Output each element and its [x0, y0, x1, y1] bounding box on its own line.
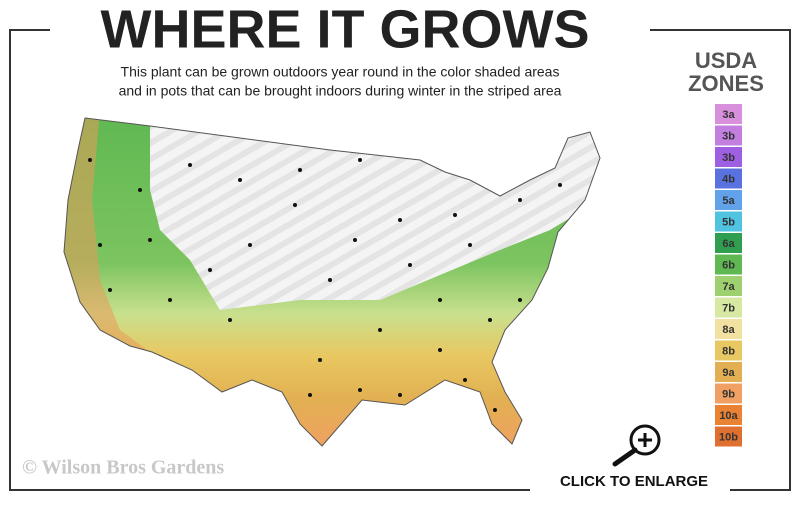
zone-label: 10a: [719, 410, 738, 422]
legend-title: USDA: [695, 48, 757, 73]
zone-label: 7a: [722, 281, 735, 293]
action-backing: [530, 478, 730, 498]
zone-label: 8b: [722, 345, 735, 357]
zone-label: 9a: [722, 367, 735, 379]
copyright: © Wilson Bros Gardens: [22, 457, 224, 479]
zone-label: 5b: [722, 216, 735, 228]
zone-swatch: [715, 125, 742, 146]
subtitle: This plant can be grown outdoors year ro…: [121, 64, 560, 80]
zone-label: 8a: [722, 324, 735, 336]
zone-label: 3b: [722, 130, 735, 142]
zone-swatch: [715, 319, 742, 339]
magnifier-handle: [612, 447, 638, 467]
title: WHERE IT GROWS: [101, 0, 590, 59]
zone-swatch: [715, 362, 742, 382]
zone-swatch: [715, 340, 742, 361]
zone-label: 10b: [719, 431, 738, 443]
zone-swatch: [715, 405, 742, 425]
zone-label: 9b: [722, 388, 735, 400]
zone-swatch: [715, 297, 742, 318]
action-label: CLICK TO ENLARGE: [560, 473, 708, 490]
zone-swatch: [715, 233, 742, 253]
legend: USDA ZONES 3a 3b 3b 4b 5a 5b 6a 6b 7a 7b 8a 8b 9a 9b 1…: [688, 48, 764, 447]
click-to-enlarge[interactable]: CLICK TO ENLARGE: [560, 424, 708, 490]
zone-swatch: [715, 254, 742, 275]
zone-label: 4b: [722, 173, 735, 185]
subtitle: and in pots that can be brought indoors …: [119, 83, 562, 99]
zone-label: 3a: [722, 109, 735, 121]
zone-swatch: [715, 190, 742, 210]
zone-label: 7b: [722, 302, 735, 314]
zone-swatch: [715, 426, 742, 447]
zone-swatch: [715, 383, 742, 404]
zone-label: 6a: [722, 238, 735, 250]
zone-swatch: [715, 211, 742, 232]
zone-swatch: [715, 147, 742, 167]
us-map: [63, 117, 601, 447]
zone-label: 3b: [722, 152, 735, 164]
zone-swatch: [715, 276, 742, 296]
plus-sign: [638, 433, 652, 447]
legend-title: ZONES: [688, 71, 764, 96]
zone-swatch: [715, 104, 742, 124]
title-backing: [50, 20, 650, 50]
zone-label: 5a: [722, 195, 735, 207]
zone-label: 6b: [722, 259, 735, 271]
zone-swatch: [715, 168, 742, 189]
